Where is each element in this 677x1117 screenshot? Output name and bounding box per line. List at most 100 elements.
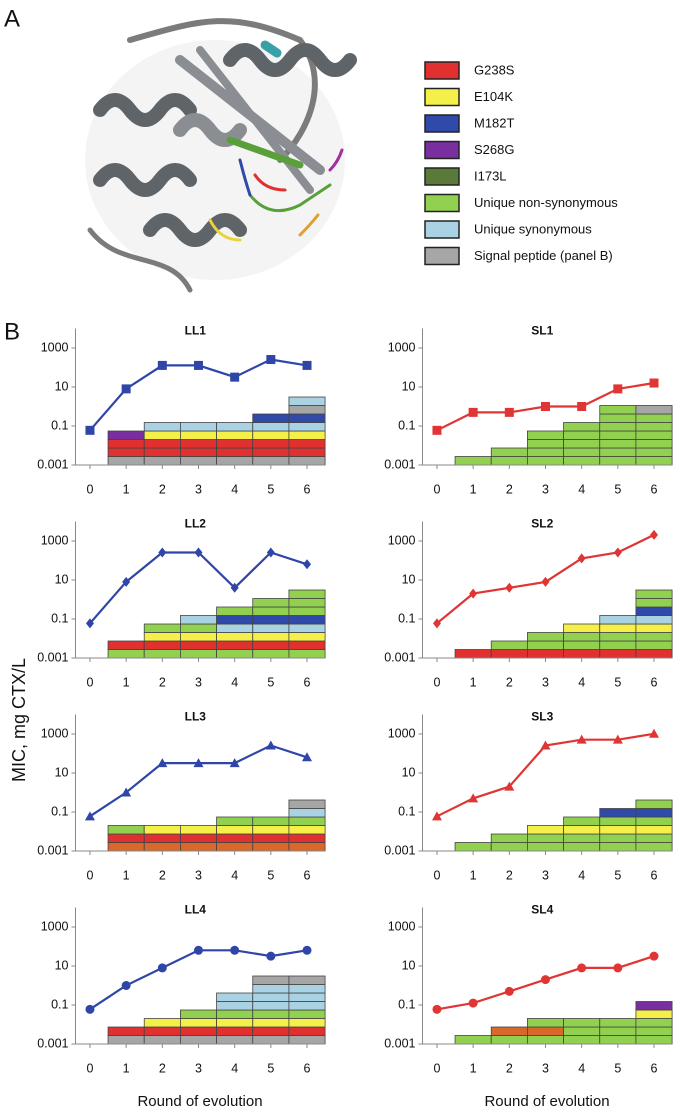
mutation-box — [143, 1026, 181, 1036]
mutation-box — [288, 439, 326, 449]
mutation-box — [563, 456, 601, 466]
marker — [121, 981, 131, 990]
mutation-box — [143, 842, 181, 852]
subplot-title: LL2 — [185, 517, 207, 531]
panel-label: B — [4, 318, 20, 345]
x-tick-label: 1 — [123, 482, 130, 496]
x-tick-label: 2 — [506, 675, 513, 689]
marker — [302, 945, 312, 955]
y-tick-label: 0.001 — [37, 843, 68, 857]
x-tick-label: 6 — [651, 868, 658, 882]
mutation-box — [635, 598, 673, 608]
mutation-box — [252, 984, 290, 994]
marker — [649, 728, 660, 738]
mutation-box — [599, 413, 637, 423]
mutation-box — [527, 833, 564, 843]
mutation-box — [252, 1035, 290, 1045]
marker — [649, 951, 659, 961]
y-tick-label: 1000 — [41, 340, 69, 354]
mutation-box — [288, 606, 326, 616]
x-tick-label: 0 — [433, 675, 440, 689]
mutation-box — [252, 623, 290, 633]
y-tick-label: 0.1 — [398, 418, 415, 432]
subplot-title: SL2 — [531, 517, 553, 531]
mutation-box — [599, 825, 637, 835]
y-tick-label: 0.1 — [398, 997, 415, 1011]
mutation-box — [216, 1026, 254, 1036]
mutation-box — [599, 640, 637, 650]
mutation-box — [563, 842, 601, 852]
marker — [468, 793, 479, 803]
legend-swatch — [424, 220, 460, 239]
legend-label: E104K — [474, 89, 513, 104]
mutation-box — [288, 413, 326, 423]
x-tick-label: 5 — [267, 868, 274, 882]
mutation-box — [288, 808, 326, 818]
mutation-box — [288, 842, 326, 852]
marker — [265, 740, 276, 750]
mutation-box — [454, 456, 492, 466]
marker — [432, 1004, 442, 1014]
mutation-box — [527, 430, 564, 440]
mutation-box — [599, 430, 637, 440]
marker — [468, 998, 478, 1008]
x-tick-label: 3 — [195, 675, 202, 689]
mutation-box — [288, 430, 326, 440]
mutation-box — [288, 825, 326, 835]
mutation-box — [252, 640, 290, 650]
mutation-box — [599, 1018, 637, 1028]
mutation-box — [252, 456, 290, 466]
y-tick-label: 0.1 — [51, 418, 68, 432]
y-tick-label: 0.001 — [384, 457, 415, 471]
mutation-box — [527, 1026, 564, 1036]
subplot: 0.001 0.1 10 1000 0 1 2 3 4 5 6 SL2 — [384, 517, 673, 689]
mutation-box — [490, 640, 528, 650]
y-tick-label: 0.1 — [51, 997, 68, 1011]
x-tick-label: 5 — [614, 482, 621, 496]
mutation-box — [563, 632, 601, 642]
mutation-box — [216, 447, 254, 457]
mutation-box — [490, 842, 528, 852]
legend-swatch — [424, 61, 460, 80]
mutation-box — [288, 649, 326, 659]
marker — [230, 582, 239, 593]
mutation-box — [143, 439, 181, 449]
mutation-box — [288, 799, 326, 809]
mutation-box — [252, 447, 290, 457]
mutation-box — [180, 640, 217, 650]
marker — [193, 945, 203, 955]
mutation-box — [454, 1035, 492, 1045]
mutation-box — [599, 649, 637, 659]
mutation-box — [527, 447, 564, 457]
mutation-box — [635, 589, 673, 599]
subplot-title: LL1 — [185, 324, 207, 338]
mutation-box — [216, 606, 254, 616]
y-tick-label: 0.001 — [384, 1036, 415, 1050]
mutation-box — [635, 413, 673, 423]
x-tick-label: 4 — [578, 868, 585, 882]
y-axis-label: MIC, mg CTX/L — [9, 658, 29, 782]
y-tick-label: 1000 — [388, 919, 416, 933]
mutation-box — [180, 623, 217, 633]
x-tick-label: 0 — [86, 482, 93, 496]
marker — [432, 425, 442, 435]
y-tick-label: 0.1 — [51, 611, 68, 625]
mutation-box — [288, 405, 326, 415]
mutation-box — [288, 640, 326, 650]
mutation-box — [635, 606, 673, 616]
mutation-box — [143, 825, 181, 835]
mutation-box — [216, 816, 254, 826]
legend-swatch — [424, 193, 460, 213]
marker — [302, 360, 312, 370]
mutation-box — [180, 439, 217, 449]
marker — [157, 963, 167, 973]
mutation-box — [563, 422, 601, 432]
marker — [157, 758, 168, 768]
marker — [121, 384, 131, 394]
mutation-box — [563, 816, 601, 826]
mutation-box — [252, 1009, 290, 1019]
marker — [122, 576, 131, 587]
marker — [577, 402, 587, 411]
subplot-title: LL4 — [185, 903, 207, 917]
